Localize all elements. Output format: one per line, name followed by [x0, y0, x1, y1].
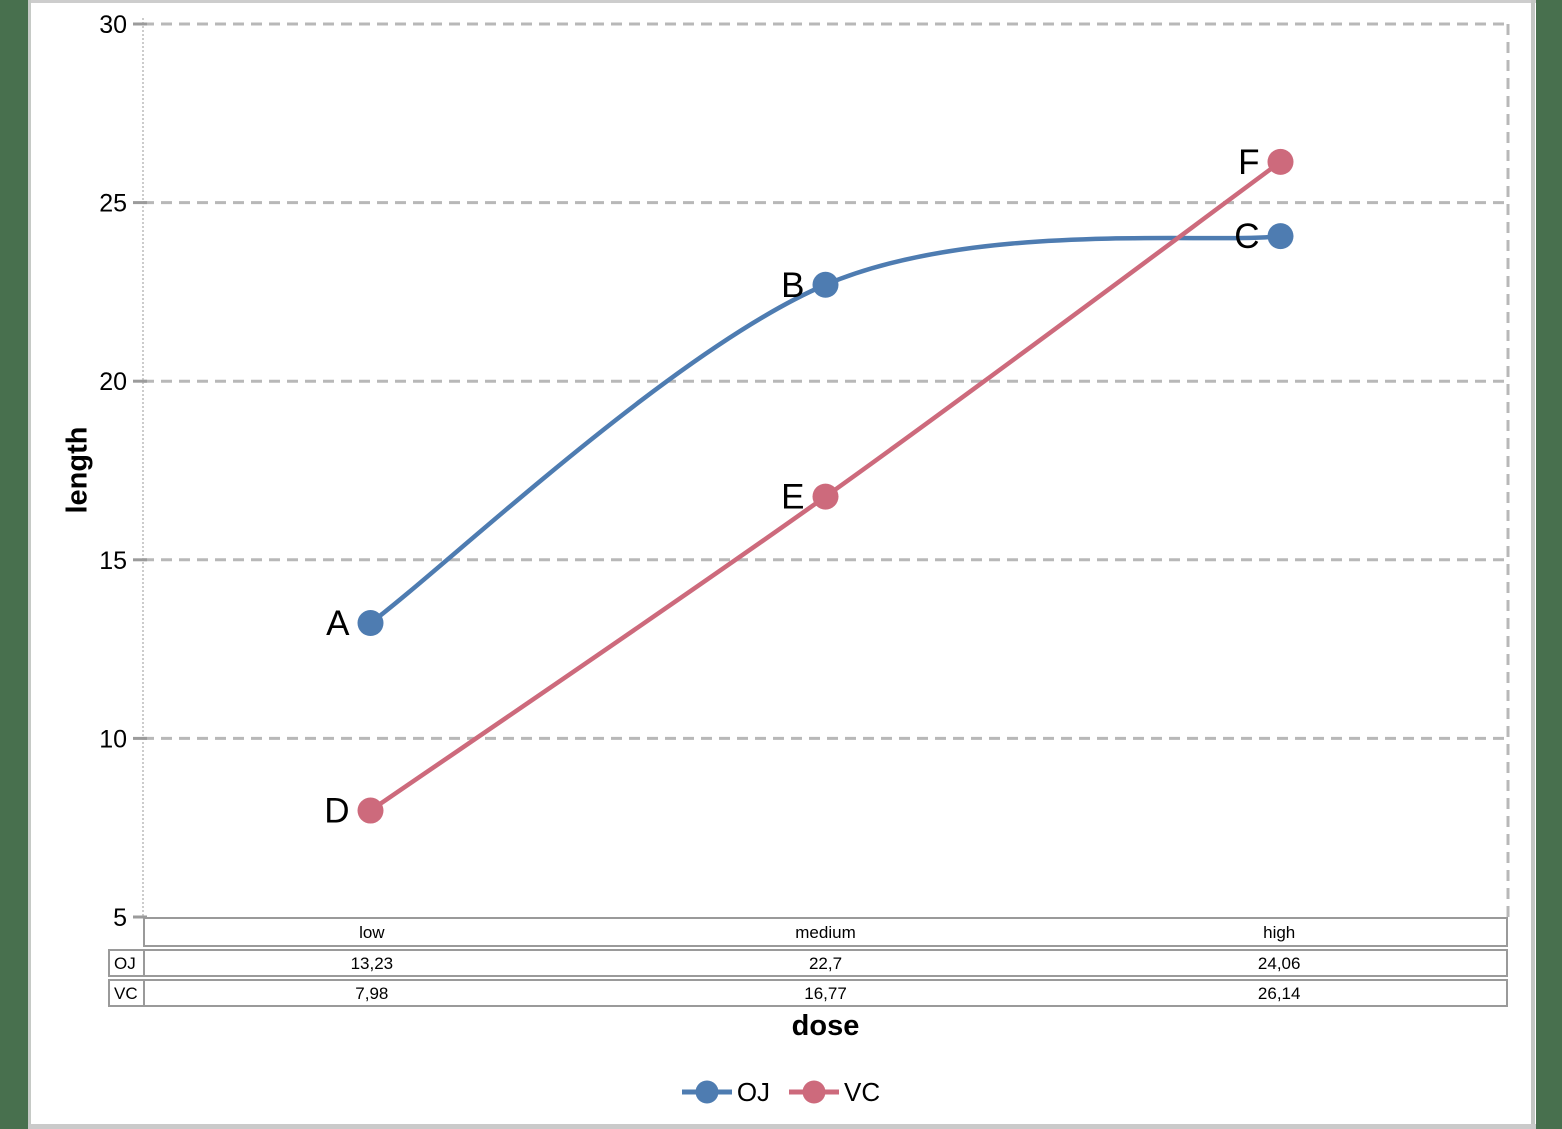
oj-point-high[interactable]	[1267, 223, 1294, 250]
page-edge-left	[0, 0, 28, 1129]
gridlines	[143, 22, 1510, 917]
table-cell: 7,98	[355, 983, 389, 1003]
x-axis-title: dose	[791, 1010, 860, 1042]
row-label-oj: OJ	[108, 949, 145, 977]
oj-series-marker-icon	[681, 1080, 732, 1104]
page-edge-right	[1536, 0, 1562, 1129]
chart-legend: OJ VC	[30, 1070, 1531, 1114]
canvas-border-top	[28, 0, 1536, 3]
point-label-B: B	[781, 266, 804, 305]
y-tick-label: 5	[113, 904, 127, 932]
table-row-vc: 7,98 16,77 26,14	[143, 979, 1508, 1007]
canvas-border-left	[28, 0, 31, 1124]
table-cell: 24,06	[1257, 953, 1301, 973]
y-tick-label: 30	[99, 11, 127, 39]
table-cell: 22,7	[808, 953, 843, 973]
legend-label-vc: VC	[844, 1076, 881, 1107]
vc-series-marker-icon	[789, 1080, 840, 1104]
y-tick-label: 10	[99, 725, 127, 753]
point-label-C: C	[1234, 217, 1259, 256]
data-table-header-row: low medium high	[143, 917, 1508, 947]
point-label-E: E	[781, 478, 804, 517]
column-header-medium: medium	[795, 922, 856, 942]
point-label-F: F	[1238, 143, 1259, 182]
y-axis-ticks	[133, 22, 147, 919]
point-label-D: D	[324, 792, 349, 831]
row-label-vc: VC	[108, 979, 145, 1007]
oj-series: A B C	[326, 217, 1294, 643]
table-cell: 13,23	[350, 953, 394, 973]
y-tick-label: 20	[99, 368, 127, 396]
oj-point-medium[interactable]	[812, 271, 839, 298]
legend-item-vc[interactable]: VC	[788, 1077, 880, 1108]
vc-point-low[interactable]	[357, 797, 384, 824]
legend-item-oj[interactable]: OJ	[681, 1077, 770, 1108]
table-cell: 26,14	[1257, 983, 1301, 1003]
y-axis-title: length	[61, 426, 94, 514]
canvas-border-right	[1531, 0, 1535, 1124]
vc-series: D E F	[324, 143, 1294, 831]
y-tick-label: 15	[99, 547, 127, 575]
table-cell: 16,77	[804, 983, 847, 1003]
column-header-low: low	[359, 922, 385, 942]
y-axis-tick-labels: 5 10 15 20 25 30	[99, 11, 127, 932]
oj-point-low[interactable]	[357, 610, 384, 637]
canvas-border-bottom	[28, 1124, 1536, 1129]
y-tick-label: 25	[99, 190, 127, 218]
vc-point-medium[interactable]	[812, 483, 839, 510]
legend-label-oj: OJ	[736, 1076, 771, 1107]
column-header-high: high	[1263, 922, 1296, 942]
point-label-A: A	[326, 604, 350, 643]
vc-point-high[interactable]	[1267, 148, 1294, 175]
table-row-oj: 13,23 22,7 24,06	[143, 949, 1508, 977]
